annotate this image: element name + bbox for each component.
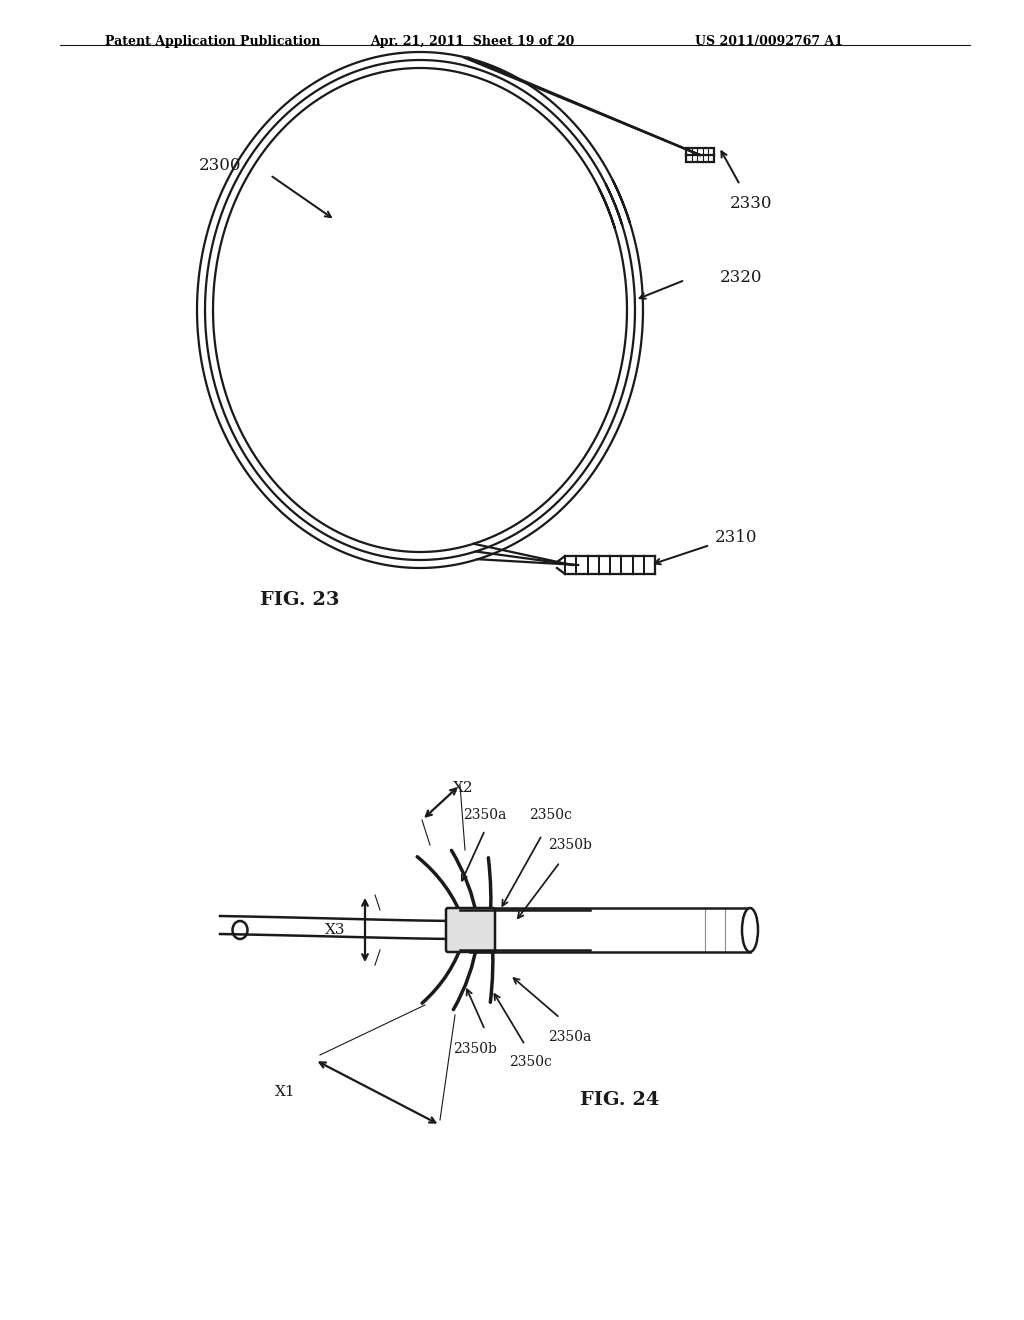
- Text: 2350c: 2350c: [509, 1055, 552, 1069]
- Text: X2: X2: [453, 780, 474, 795]
- Text: 2320: 2320: [720, 269, 763, 286]
- Text: FIG. 24: FIG. 24: [581, 1092, 659, 1109]
- FancyBboxPatch shape: [446, 908, 495, 952]
- Text: FIG. 23: FIG. 23: [260, 591, 340, 609]
- Text: Apr. 21, 2011  Sheet 19 of 20: Apr. 21, 2011 Sheet 19 of 20: [370, 36, 574, 48]
- Text: US 2011/0092767 A1: US 2011/0092767 A1: [695, 36, 843, 48]
- Text: 2310: 2310: [715, 528, 758, 545]
- Text: 2330: 2330: [730, 194, 772, 211]
- Text: X3: X3: [325, 923, 345, 937]
- Text: X1: X1: [275, 1085, 296, 1100]
- Text: 2300: 2300: [199, 157, 242, 173]
- Text: 2350b: 2350b: [548, 838, 592, 851]
- Text: 2350a: 2350a: [463, 808, 507, 822]
- Text: Patent Application Publication: Patent Application Publication: [105, 36, 321, 48]
- Bar: [686, 148, 714, 162]
- Text: 2350c: 2350c: [528, 808, 571, 822]
- Text: 2350b: 2350b: [453, 1041, 497, 1056]
- Ellipse shape: [232, 921, 248, 939]
- Text: 2350a: 2350a: [548, 1030, 592, 1044]
- Ellipse shape: [742, 908, 758, 952]
